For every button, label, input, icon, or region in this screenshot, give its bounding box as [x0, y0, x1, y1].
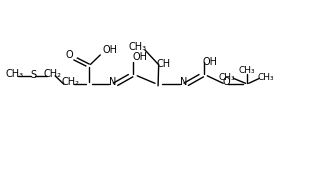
Text: N: N — [179, 77, 187, 87]
Text: CH: CH — [157, 59, 171, 69]
Text: OH: OH — [132, 52, 147, 62]
Text: CH₃: CH₃ — [128, 42, 147, 52]
Text: OH: OH — [203, 57, 218, 67]
Text: CH₂: CH₂ — [61, 78, 79, 88]
Text: OH: OH — [103, 45, 118, 55]
Text: O: O — [65, 50, 73, 60]
Text: CH₂: CH₂ — [43, 69, 61, 79]
Text: CH₃: CH₃ — [257, 73, 274, 82]
Text: CH₃: CH₃ — [239, 66, 255, 75]
Text: N: N — [109, 77, 116, 87]
Text: S: S — [30, 70, 36, 80]
Text: O: O — [223, 77, 230, 87]
Text: CH₃: CH₃ — [219, 73, 236, 82]
Text: CH₃: CH₃ — [6, 70, 24, 79]
